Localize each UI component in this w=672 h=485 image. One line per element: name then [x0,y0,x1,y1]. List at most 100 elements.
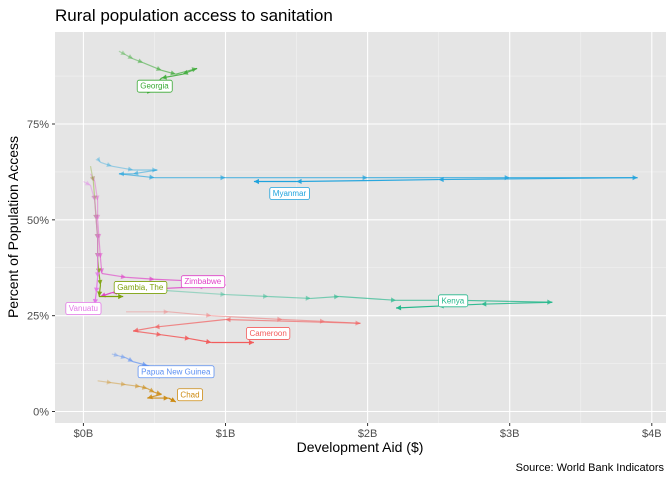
series-arrowhead [170,397,176,402]
series-arrowhead [89,176,96,182]
series-label-box [180,275,226,289]
series-arrowhead [220,291,226,297]
series-arrowhead [184,335,190,341]
series-label-text: Vanuatu [69,304,98,313]
series-arrowhead [296,178,302,185]
y-tick-label: 25% [27,311,49,323]
series-label-box [438,294,469,308]
series-arrowhead [127,357,134,362]
series-segment [89,173,96,182]
series-label-box [137,365,215,379]
series-label: Myanmar [269,187,310,200]
series-vanuatu [83,180,101,305]
series-segment [168,290,226,296]
series-arrowhead [90,195,96,201]
series-label: Zimbabwe [180,275,226,289]
series-segment [111,353,120,357]
y-axis: 0% 25% 50% 75% [27,119,55,419]
series-arrowhead [94,195,100,201]
series-arrowhead [155,66,162,71]
series-arrowhead [225,317,231,323]
series-segment [211,315,283,321]
plot-panel [55,32,666,423]
y-tick-label: 75% [27,119,49,131]
series-label-layer: Georgia Myanmar Kenya Zimbabwe Gambia, The Va… [65,79,469,402]
series-arrowhead [134,383,141,389]
series-arrowhead [127,166,134,172]
series-myanmar [95,156,638,185]
series-chad [97,379,177,403]
x-tick-label: $3B [500,428,520,440]
series-segment [268,295,311,300]
series-arrowhead [156,331,162,337]
series-segment [154,318,226,328]
series-arrowhead [206,312,212,318]
series-segment [97,380,112,384]
series-arrowhead [91,195,98,201]
series-segment [296,178,439,183]
series-segment [459,299,553,303]
series-label: Cameroon [246,327,291,340]
series-label-text: Myanmar [273,189,307,198]
series-arrowhead [90,175,95,182]
series-arrowhead [154,324,160,330]
series-arrowhead [390,297,397,303]
series-arrowhead [84,180,91,186]
series-arrowhead [118,293,124,300]
series-label: Chad [177,388,203,402]
series-arrowhead [95,156,101,163]
series-segment [111,382,127,386]
series-segment [132,58,144,64]
series-arrowhead [149,174,155,180]
series-arrowhead [106,162,112,168]
series-label-box [113,281,168,294]
x-tick-label: $2B [358,428,378,440]
series-label-box [65,302,102,315]
series-arrowhead [94,287,100,293]
x-axis-title: Development Aid ($) [297,439,424,455]
series-arrowhead [396,305,402,311]
series-label-text: Kenya [442,296,465,305]
series-arrowhead [94,233,100,239]
series-arrowhead [220,175,226,181]
series-arrowhead [92,298,98,305]
series-arrowhead [205,339,212,345]
series-label: Papua New Guinea [137,365,215,379]
series-label-text: Papua New Guinea [141,367,211,376]
series-arrowhead [95,272,101,278]
series-arrowhead [127,54,134,59]
series-arrowhead [141,384,148,390]
series-segment [438,177,638,181]
series-segment [89,166,94,182]
series-label-text: Cameroon [249,329,286,338]
x-tick-label: $0B [74,428,94,440]
series-label: Gambia, The [113,281,168,294]
series-arrowhead [106,379,112,385]
series-label: Georgia [136,79,173,93]
series-arrowhead [120,50,127,55]
series-label-text: Gambia, The [117,283,164,292]
chart-caption: Source: World Bank Indicators [516,462,665,474]
series-arrowhead [170,70,176,76]
series-segment [168,311,212,317]
series-layer [83,50,638,403]
series-arrowhead [120,273,127,280]
x-axis: $0B $1B $2B $3B $4B [74,423,662,440]
chart-title: Rural population access to sanitation [55,6,333,25]
y-tick-label: 0% [33,407,49,419]
series-arrowhead [120,354,127,360]
series-segment [395,305,439,309]
series-segment [100,161,113,167]
series-segment [282,318,326,323]
series-arrowhead [163,395,169,401]
series-segment [225,318,361,324]
series-segment [118,173,155,179]
grid [55,32,666,423]
series-arrowhead [334,294,340,300]
series-label-box [269,187,310,200]
series-label-text: Georgia [140,82,169,91]
x-tick-label: $4B [642,428,662,440]
series-arrowhead [362,175,368,181]
series-arrowhead [137,58,144,64]
